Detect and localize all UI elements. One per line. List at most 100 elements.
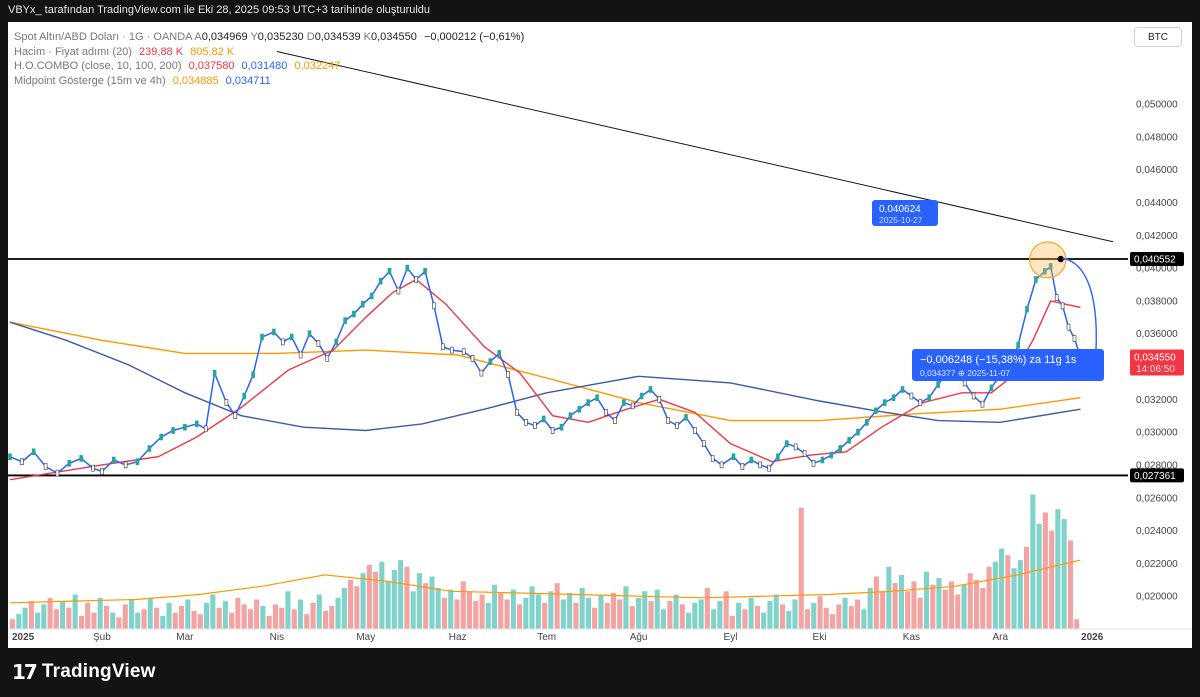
legend-hocombo-row[interactable]: H.O.COMBO (close, 10, 100, 200) 0,037580…: [14, 59, 524, 74]
price-candle: [710, 455, 715, 462]
volume-bar: [1055, 509, 1061, 629]
price-candle: [251, 371, 255, 379]
volume-bar: [817, 596, 823, 629]
price-candle: [449, 346, 454, 354]
volume-bar: [72, 594, 78, 629]
price-candle: [767, 464, 771, 472]
y-axis-tick-label: 0,042000: [1136, 231, 1178, 242]
volume-bar: [698, 599, 704, 629]
volume-bar: [855, 599, 861, 629]
ma-orange-line: [9, 321, 1081, 422]
x-axis-tick-label: May: [356, 632, 375, 643]
volume-bar: [942, 589, 948, 629]
legend-ohlc-key-3: K: [360, 31, 371, 43]
price-candle: [147, 445, 152, 452]
volume-bar: [754, 606, 760, 629]
price-candle: [280, 338, 285, 346]
price-candle: [820, 456, 825, 464]
volume-bar: [805, 609, 811, 629]
volume-bar: [435, 588, 441, 629]
price-candle: [793, 443, 798, 451]
volume-bar: [892, 583, 898, 629]
chart-area[interactable]: 0,040624 2025-10-27 −0,006248 (−15,38%) za…: [8, 22, 1192, 648]
x-axis-tick-label: 2026: [1081, 632, 1104, 643]
volume-bar: [648, 601, 654, 629]
volume-bar: [116, 617, 122, 629]
legend-midpoint-value-2: 0,034711: [225, 74, 271, 87]
volume-ma-line: [9, 559, 1081, 604]
volume-bar: [686, 612, 692, 629]
volume-bar: [210, 594, 216, 629]
y-axis-tick-label: 0,030000: [1136, 428, 1178, 439]
volume-bar: [454, 599, 460, 629]
chart-legend: Spot Altın/ABD Doları · 1G · OANDA A0,03…: [14, 30, 524, 88]
price-candle: [621, 399, 626, 406]
legend-hocombo-value-3: 0,032247: [294, 60, 341, 72]
price-candle: [856, 428, 860, 436]
volume-bar: [873, 576, 879, 629]
volume-bar: [629, 606, 635, 629]
price-candle: [684, 414, 688, 421]
volume-bar: [967, 573, 973, 629]
price-candle: [405, 264, 410, 272]
compare-symbol-button[interactable]: BTC: [1134, 27, 1182, 47]
callout-high-date: 2025-10-27: [879, 215, 923, 225]
price-candle: [604, 409, 608, 416]
volume-bar: [348, 579, 354, 629]
volume-bar: [1074, 619, 1080, 629]
volume-bar: [479, 594, 485, 629]
volume-bar: [97, 597, 103, 629]
price-candle: [666, 417, 671, 424]
legend-hocombo-value-2: 0,031480: [241, 60, 288, 72]
y-axis-tick-label: 0,040000: [1136, 264, 1178, 275]
volume-bar: [786, 611, 792, 629]
volume-bar: [673, 594, 679, 629]
volume-bar: [704, 588, 710, 629]
volume-bar: [22, 607, 28, 629]
volume-bar: [905, 591, 911, 629]
legend-ohlc-value-2: 0,034539: [314, 31, 361, 43]
volume-bar: [917, 597, 923, 629]
legend-volume-row[interactable]: Hacim · Fiyat adımı (20) 239,88 K 805,82…: [14, 45, 524, 60]
y-axis-tick-label: 0,044000: [1136, 198, 1178, 209]
volume-bar: [836, 604, 842, 629]
volume-bar: [10, 619, 16, 629]
price-candle: [334, 338, 339, 346]
price-candle: [865, 418, 869, 426]
price-candle: [811, 459, 816, 467]
legend-symbol-row[interactable]: Spot Altın/ABD Doları · 1G · OANDA A0,03…: [14, 30, 524, 45]
volume-bar: [1005, 555, 1011, 629]
price-candle: [233, 412, 238, 420]
price-candle: [784, 440, 789, 447]
price-candle: [891, 394, 896, 402]
volume-bar: [316, 594, 322, 629]
volume-bar: [416, 573, 422, 629]
volume-bar: [279, 607, 285, 629]
legend-hocombo-value-1: 0,037580: [188, 60, 235, 72]
tradingview-brand-text: TradingView: [41, 661, 156, 682]
volume-bar: [166, 602, 172, 630]
legend-midpoint-row[interactable]: Midpoint Gösterge (15m ve 4h) 0,034885 0…: [14, 74, 524, 89]
price-candle: [936, 381, 940, 388]
volume-bar: [736, 602, 742, 630]
price-candle: [396, 287, 401, 295]
volume-bar: [91, 612, 97, 629]
price-candle: [43, 463, 48, 470]
volume-bar: [341, 588, 347, 629]
volume-bar: [604, 602, 610, 630]
volume-bar: [410, 591, 416, 629]
level-badge: [1130, 468, 1184, 483]
volume-bar: [473, 601, 479, 629]
volume-bar: [779, 604, 785, 629]
axis-layer: 0,050000 0,048000 0,046000 0,044000 0,042000…: [8, 100, 1192, 643]
volume-bar: [235, 597, 241, 629]
price-candle: [414, 276, 419, 283]
price-candle: [298, 351, 303, 359]
price-candle: [91, 464, 95, 472]
tradingview-logo[interactable]: 17 TradingView: [12, 660, 156, 684]
volume-bar: [366, 565, 372, 629]
price-candle: [79, 455, 83, 462]
price-candle: [387, 268, 392, 275]
volume-bar: [28, 601, 34, 629]
